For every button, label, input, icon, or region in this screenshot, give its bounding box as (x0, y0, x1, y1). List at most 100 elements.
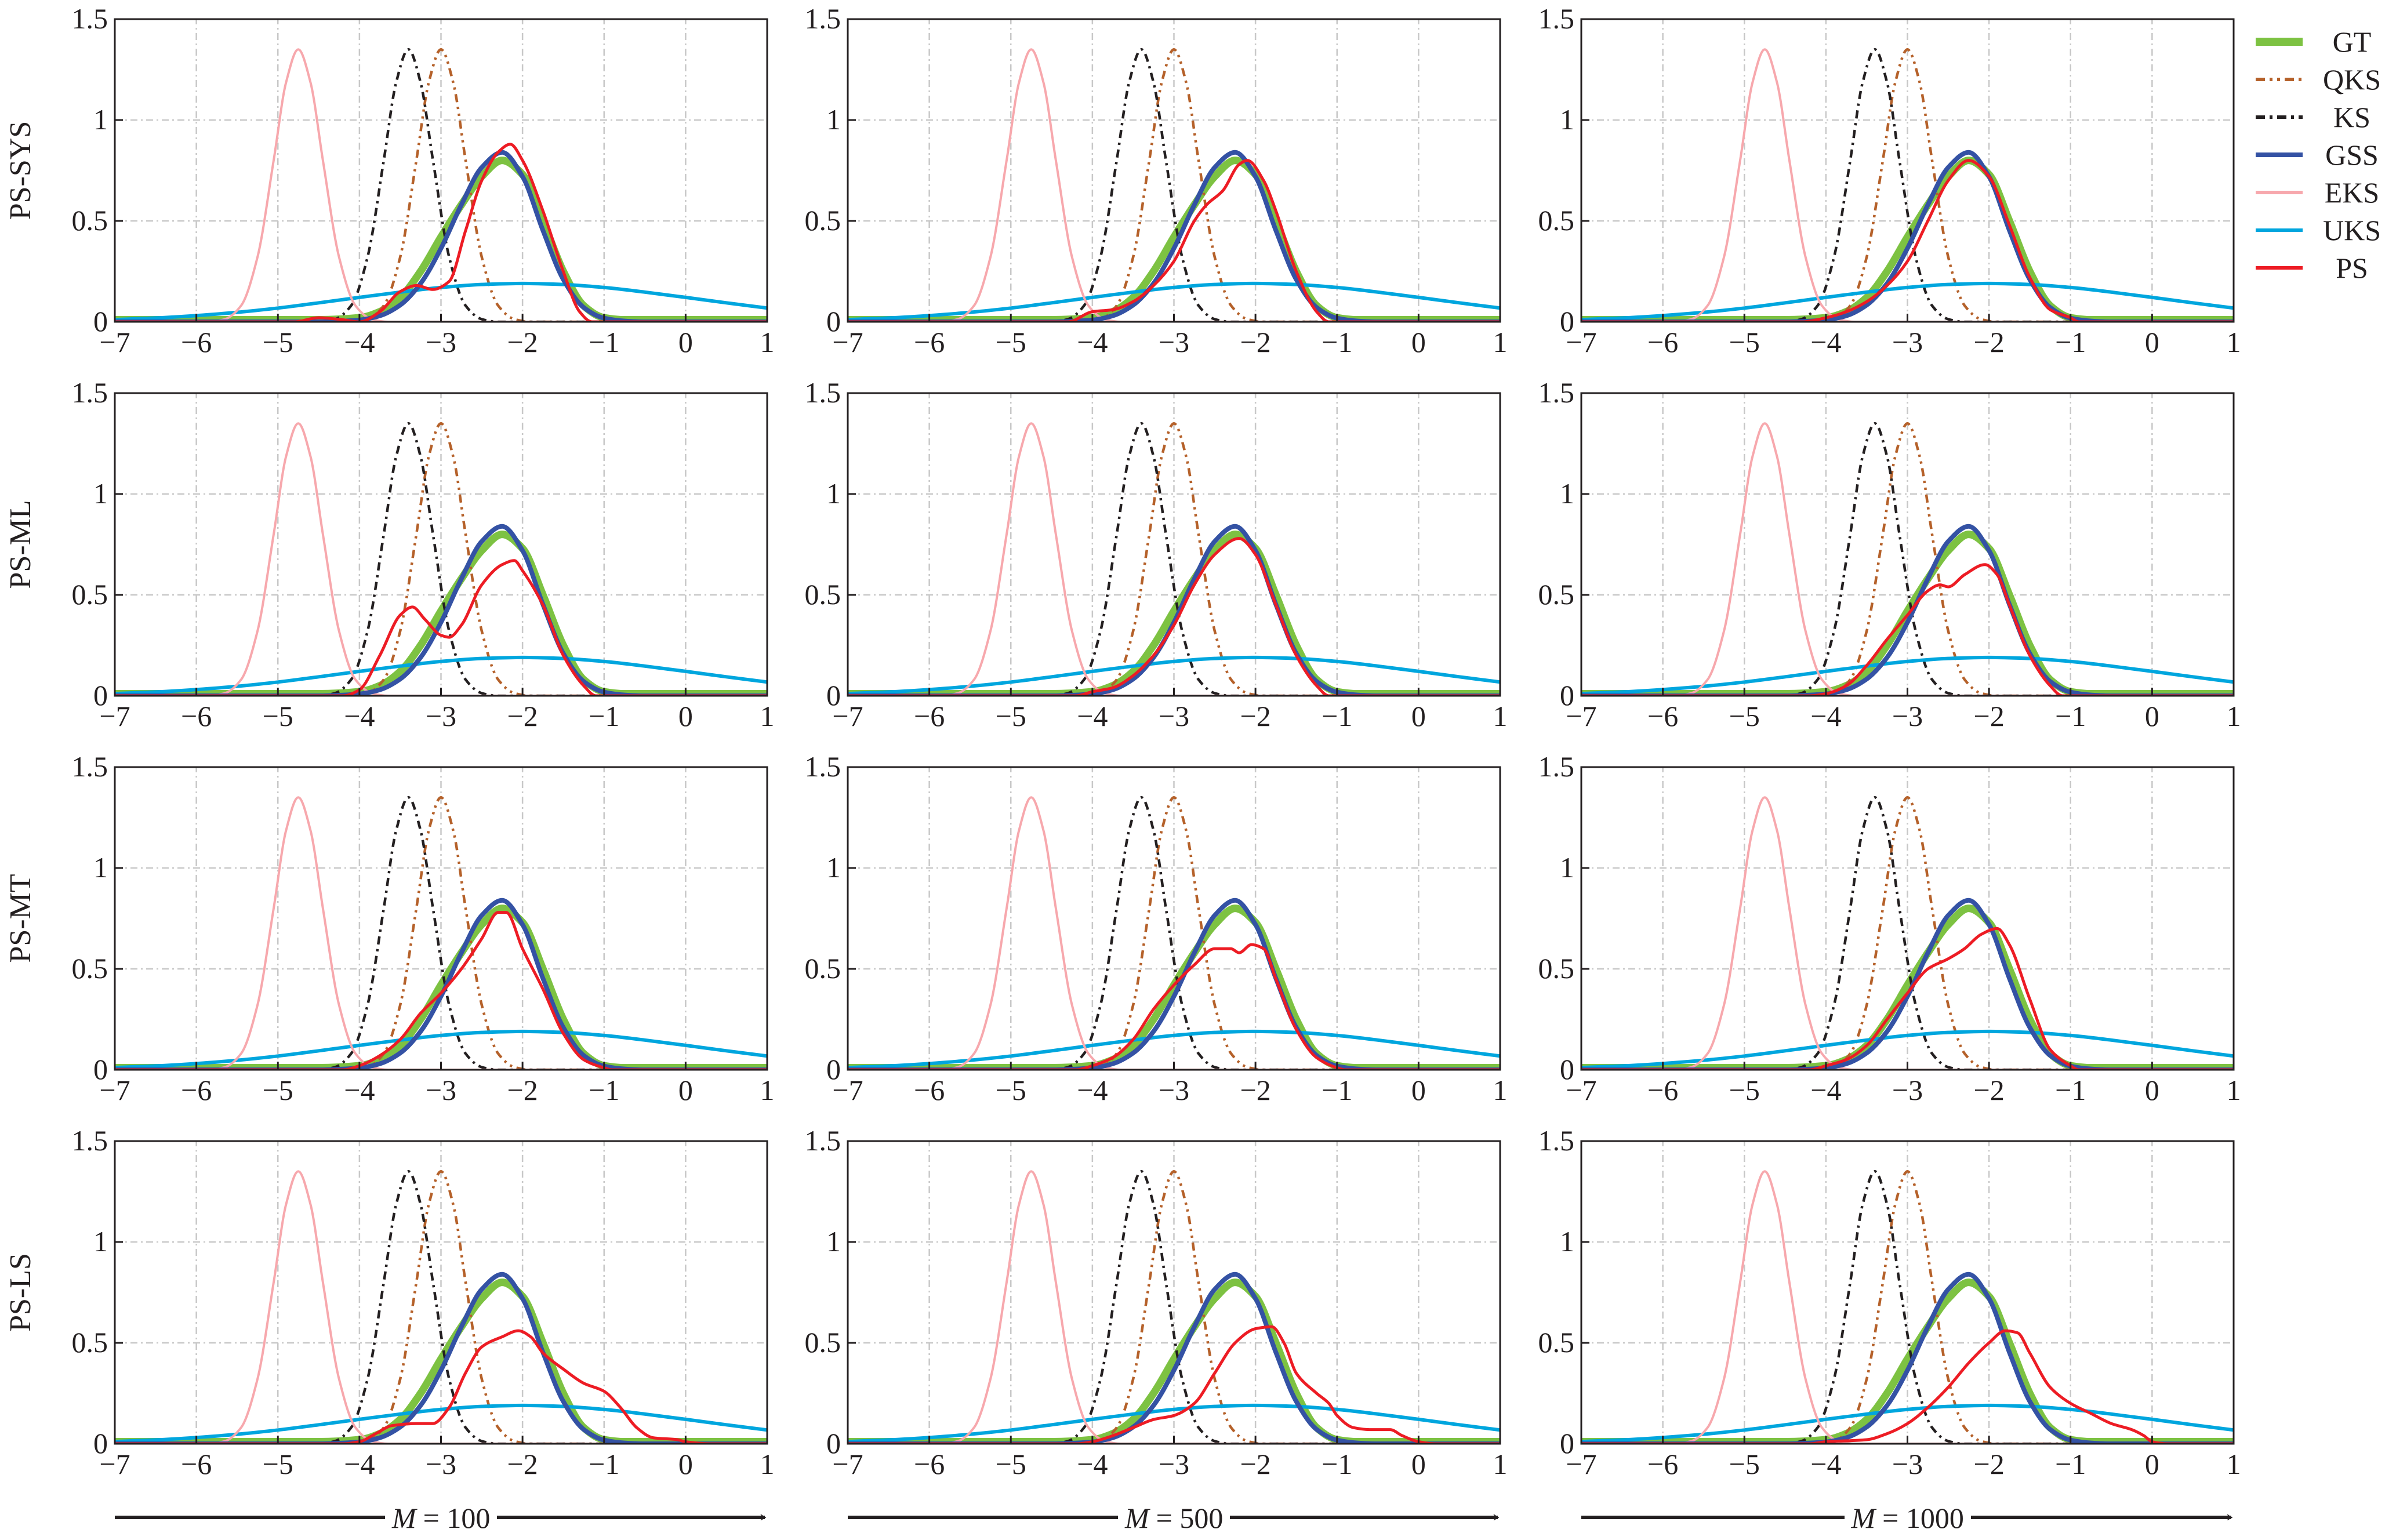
x-tick-label: −4 (344, 1074, 375, 1106)
series-line-uks (115, 1403, 767, 1444)
panel-ps-ls-col3: −7 −6 −5 −4 −3 −2 −1 0 1 0 0.5 1 1.5 (1538, 1124, 2241, 1480)
x-tick-label: 0 (678, 1448, 693, 1480)
series-line-ps (115, 143, 767, 322)
y-tick-label: 0.5 (1538, 1326, 1575, 1359)
x-tick-label: −2 (1974, 326, 2005, 358)
x-tick-label: −7 (832, 1074, 863, 1106)
x-tick-label: 1 (1493, 1448, 1508, 1480)
x-tick-label: −6 (1647, 1448, 1678, 1480)
series-line-ps (115, 1329, 767, 1444)
legend-item-uks: UKS (2256, 212, 2396, 249)
x-tick-label: 1 (760, 1448, 775, 1480)
y-tick-label: 0 (1560, 305, 1574, 337)
x-tick-label: −2 (507, 326, 538, 358)
y-tick-label: 0 (826, 679, 841, 711)
y-tick-label: 1 (1560, 1225, 1574, 1258)
legend-label: GT (2332, 26, 2372, 58)
x-tick-label: −3 (1892, 326, 1923, 358)
y-tick-label: 0.5 (805, 204, 841, 237)
x-tick-label: −1 (2055, 1074, 2086, 1106)
y-tick-label: 0.5 (805, 578, 841, 611)
panel-ps-ml-col2: −7 −6 −5 −4 −3 −2 −1 0 1 0 0.5 1 1.5 (805, 376, 1508, 732)
x-tick-label: −1 (2055, 1448, 2086, 1480)
x-tick-label: −5 (996, 1074, 1026, 1106)
x-tick-label: −2 (507, 1448, 538, 1480)
y-tick-label: 1.5 (72, 2, 108, 35)
x-tick-label: 1 (760, 700, 775, 732)
y-tick-label: 1 (93, 1225, 108, 1258)
series-line-ps (1581, 1329, 2234, 1444)
y-tick-label: 0.5 (72, 204, 108, 237)
x-tick-label: −4 (1810, 326, 1841, 358)
series-line-uks (1581, 281, 2234, 322)
panel-ps-sys-col1: −7 −6 −5 −4 −3 −2 −1 0 1 0 0.5 1 1.5 (72, 2, 775, 358)
x-tick-label: 0 (678, 700, 693, 732)
y-tick-label: 1.5 (805, 750, 841, 783)
x-tick-label: 0 (2145, 1448, 2159, 1480)
panel-ps-ml-col1: −7 −6 −5 −4 −3 −2 −1 0 1 0 0.5 1 1.5 (72, 376, 775, 732)
x-tick-label: −3 (426, 1074, 456, 1106)
x-tick-label: −3 (1892, 1448, 1923, 1480)
y-tick-label: 1.5 (1538, 2, 1575, 35)
x-tick-label: 1 (2227, 1074, 2241, 1106)
x-tick-label: −5 (263, 1448, 293, 1480)
x-tick-label: 1 (2227, 700, 2241, 732)
x-tick-label: −7 (1566, 326, 1596, 358)
x-tick-label: −1 (1322, 1448, 1352, 1480)
x-tick-label: −5 (263, 700, 293, 732)
panel-ps-sys-col2: −7 −6 −5 −4 −3 −2 −1 0 1 0 0.5 1 1.5 (805, 2, 1508, 358)
column-label: M = 1000 (1844, 1502, 1971, 1534)
x-tick-label: −6 (181, 326, 212, 358)
legend-item-eks: EKS (2256, 174, 2396, 212)
y-tick-label: 1 (826, 103, 841, 136)
y-tick-label: 0.5 (805, 1326, 841, 1359)
x-tick-label: −6 (914, 1448, 945, 1480)
x-tick-label: 0 (1411, 1448, 1426, 1480)
x-tick-label: −7 (832, 700, 863, 732)
x-tick-label: −4 (1077, 1074, 1108, 1106)
x-tick-label: −5 (996, 1448, 1026, 1480)
x-tick-label: −5 (1729, 1074, 1760, 1106)
y-tick-label: 0 (93, 1427, 108, 1459)
x-tick-label: −4 (344, 700, 375, 732)
x-tick-label: −6 (181, 700, 212, 732)
x-tick-label: −2 (1240, 700, 1271, 732)
x-tick-label: −2 (1974, 1074, 2005, 1106)
series-line-uks (115, 1029, 767, 1070)
x-tick-label: 1 (1493, 700, 1508, 732)
y-tick-label: 1.5 (1538, 750, 1575, 783)
x-tick-label: −5 (1729, 326, 1760, 358)
x-tick-label: −7 (1566, 1448, 1596, 1480)
legend: GT QKS KS GSS EKS UKS PS (2256, 23, 2396, 287)
x-tick-label: −5 (996, 326, 1026, 358)
y-tick-label: 1 (1560, 851, 1574, 884)
x-tick-label: −5 (996, 700, 1026, 732)
series-line-uks (848, 1403, 1500, 1444)
x-tick-label: −3 (426, 326, 456, 358)
column-label-value: = 100 (423, 1502, 491, 1534)
x-tick-label: −6 (1647, 326, 1678, 358)
x-tick-label: −2 (1240, 1448, 1271, 1480)
legend-item-gt: GT (2256, 23, 2396, 61)
y-tick-label: 0 (826, 1427, 841, 1459)
column-label-symbol: M (1851, 1502, 1876, 1534)
x-tick-label: −2 (1974, 1448, 2005, 1480)
y-tick-label: 0 (1560, 1427, 1574, 1459)
x-tick-label: −6 (914, 1074, 945, 1106)
x-tick-label: 1 (760, 1074, 775, 1106)
x-tick-label: −2 (1240, 326, 1271, 358)
x-tick-label: −1 (589, 1448, 619, 1480)
legend-item-ps: PS (2256, 249, 2396, 287)
y-tick-label: 1.5 (1538, 1124, 1575, 1157)
x-tick-label: −7 (99, 700, 130, 732)
y-tick-label: 1 (93, 851, 108, 884)
y-tick-label: 0 (93, 679, 108, 711)
y-tick-label: 0 (93, 305, 108, 337)
legend-item-qks: QKS (2256, 61, 2396, 99)
x-tick-label: −5 (263, 1074, 293, 1106)
legend-swatch-ps (2256, 266, 2303, 270)
y-tick-label: 1.5 (72, 1124, 108, 1157)
x-tick-label: −7 (832, 1448, 863, 1480)
y-tick-label: 0.5 (1538, 578, 1575, 611)
